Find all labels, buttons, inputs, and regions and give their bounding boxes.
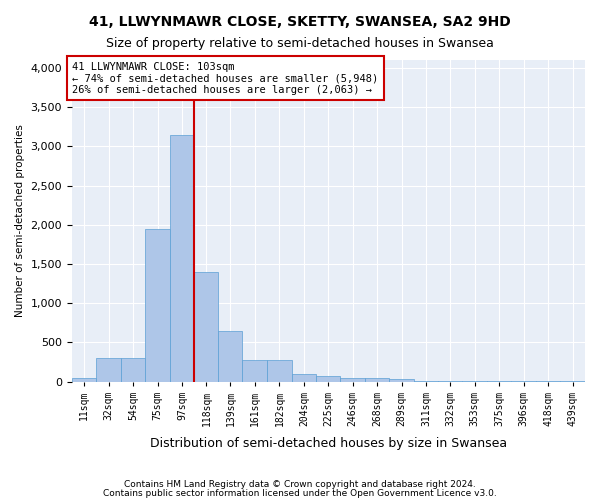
Bar [389, 380, 414, 382]
Bar [316, 376, 340, 382]
Text: Size of property relative to semi-detached houses in Swansea: Size of property relative to semi-detach… [106, 38, 494, 51]
Bar [72, 378, 97, 382]
Bar [242, 360, 267, 382]
Bar [267, 360, 292, 382]
Y-axis label: Number of semi-detached properties: Number of semi-detached properties [15, 124, 25, 317]
Text: 41, LLWYNMAWR CLOSE, SKETTY, SWANSEA, SA2 9HD: 41, LLWYNMAWR CLOSE, SKETTY, SWANSEA, SA… [89, 15, 511, 29]
Text: Contains public sector information licensed under the Open Government Licence v3: Contains public sector information licen… [103, 489, 497, 498]
Bar [194, 272, 218, 382]
Bar [218, 330, 242, 382]
X-axis label: Distribution of semi-detached houses by size in Swansea: Distribution of semi-detached houses by … [150, 437, 507, 450]
Bar [121, 358, 145, 382]
Bar [170, 134, 194, 382]
Bar [340, 378, 365, 382]
Bar [145, 228, 170, 382]
Bar [97, 358, 121, 382]
Bar [414, 381, 439, 382]
Text: 41 LLWYNMAWR CLOSE: 103sqm
← 74% of semi-detached houses are smaller (5,948)
26%: 41 LLWYNMAWR CLOSE: 103sqm ← 74% of semi… [73, 62, 379, 95]
Text: Contains HM Land Registry data © Crown copyright and database right 2024.: Contains HM Land Registry data © Crown c… [124, 480, 476, 489]
Bar [365, 378, 389, 382]
Bar [292, 374, 316, 382]
